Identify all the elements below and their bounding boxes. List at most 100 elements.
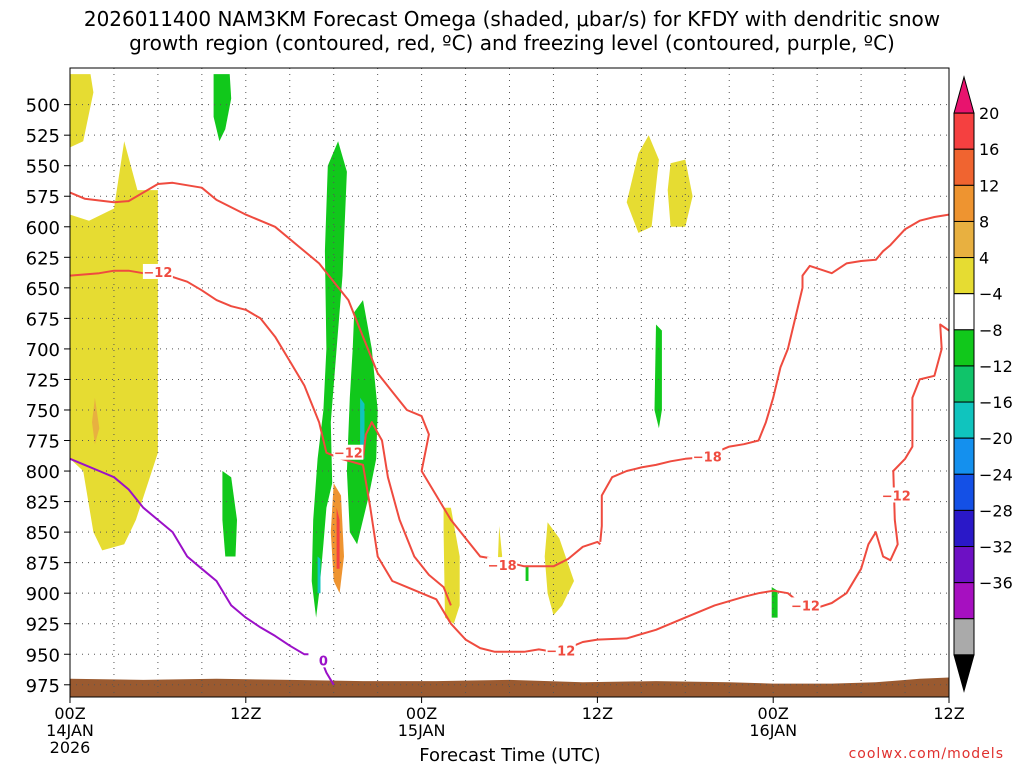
omega-region-7 [92,397,100,445]
omega-region-12 [654,324,662,429]
colorbar-label-9: −20 [979,429,1013,448]
contour-label-0: −12 [143,266,172,281]
colorbar-label-8: −16 [979,393,1013,412]
colorbar-bin-4 [953,220,975,259]
omega-region-5 [626,135,659,233]
contour-label-3: −18 [693,450,722,465]
colorbar-label-0: 20 [979,104,999,123]
x-axis-label: Forecast Time (UTC) [419,745,601,766]
colorbar-label-1: 16 [979,140,999,159]
colorbar-label-2: 12 [979,176,999,195]
contour-label-5: −12 [791,599,820,614]
chart-title-line-2: growth region (contoured, red, ºC) and f… [129,31,895,55]
y-tick-label-500: 500 [26,96,60,117]
x-axis-ticks: 00Z 14JAN 2026 12Z 00Z 15JAN 12Z 00Z 16JAN 12Z [46,697,965,757]
colorbar-label-11: −28 [979,501,1013,520]
colorbar-label-12: −32 [979,538,1013,557]
colorbar-bin-16 [953,654,975,693]
y-tick-label-925: 925 [26,615,60,636]
y-tick-label-550: 550 [26,157,60,178]
y-tick-label-700: 700 [26,340,60,361]
colorbar-bin-5 [953,257,975,295]
omega-region-1 [70,141,158,551]
x-tick-label-5: 12Z [933,704,964,723]
contour-layer [70,181,949,686]
y-tick-label-750: 750 [26,401,60,422]
omega-region-13 [525,566,529,581]
omega-region-3 [497,526,503,563]
contour-label-7: 0 [319,654,328,669]
contour-label-4: −12 [546,645,575,660]
colorbar-label-7: −12 [979,357,1013,376]
colorbar-bin-14 [953,582,975,620]
colorbar-bin-7 [953,329,975,367]
contour-label-layer: −12 −12 −18 −18 −12 −12 −12 0 [142,263,912,669]
omega-shading-layer [70,74,778,624]
omega-region-16 [317,556,321,594]
x-tick-label-1: 12Z [230,704,261,723]
dgz-contour-0 [70,181,601,568]
omega-region-18 [336,507,340,569]
x-tick-label-0: 00Z 14JAN 2026 [46,704,94,757]
colorbar: 20 16 12 8 4 −4 −8 −12 −16 −20 −24 −28 −32 −36 [953,75,1013,693]
contour-label-6: −12 [882,489,911,504]
freezing-contour-0 [70,457,335,686]
y-axis-ticks: 500 525 550 575 600 625 650 675 700 725 750 775 800 8… [26,96,70,697]
x-tick-label-2: 00Z 15JAN [398,704,446,740]
y-tick-label-975: 975 [26,676,60,697]
y-tick-label-575: 575 [26,187,60,208]
colorbar-bin-1 [953,112,975,150]
omega-region-9 [311,141,347,618]
plot-frame [69,67,950,698]
gridlines [70,68,949,697]
y-tick-label-875: 875 [26,554,60,575]
colorbar-bin-9 [953,401,975,439]
colorbar-bin-2 [953,148,975,186]
y-tick-label-900: 900 [26,584,60,605]
y-tick-label-675: 675 [26,309,60,330]
contour-label-bg-3 [692,448,723,464]
x-tick-label-3: 12Z [582,704,613,723]
y-tick-label-600: 600 [26,218,60,239]
y-tick-label-800: 800 [26,462,60,483]
colorbar-label-10: −24 [979,465,1013,484]
dgz-contour-3 [599,213,949,542]
contour-label-bg-5 [790,597,821,613]
omega-region-14 [771,587,778,618]
contour-label-bg-2 [487,557,518,573]
colorbar-bin-11 [953,473,975,511]
colorbar-bin-10 [953,437,975,475]
colorbar-bin-0 [953,75,975,114]
colorbar-bin-13 [953,546,975,584]
colorbar-label-4: 4 [979,249,989,268]
y-tick-label-775: 775 [26,432,60,453]
y-tick-label-725: 725 [26,370,60,391]
y-tick-label-525: 525 [26,126,60,147]
y-tick-label-825: 825 [26,493,60,514]
dgz-contour-2 [362,421,452,606]
contour-label-bg-1 [333,444,364,460]
y-tick-label-850: 850 [26,523,60,544]
contour-label-2: −18 [488,559,517,574]
colorbar-label-3: 8 [979,212,989,231]
contour-label-bg-0 [142,263,173,279]
contour-label-1: −12 [334,447,363,462]
colorbar-bin-8 [953,365,975,403]
colorbar-bin-15 [953,618,975,656]
omega-region-4 [544,522,574,616]
colorbar-bin-6 [953,293,975,331]
colorbar-label-6: −8 [979,321,1003,340]
contour-label-bg-4 [545,642,576,658]
credit-link[interactable]: coolwx.com/models [848,746,1004,762]
contour-label-bg-6 [881,487,912,503]
colorbar-bin-3 [953,184,975,222]
colorbar-label-5: −4 [979,285,1003,304]
omega-region-0 [70,74,94,148]
y-tick-label-625: 625 [26,248,60,269]
x-tick-label-4: 00Z 16JAN [749,704,797,740]
contour-label-bg-7 [308,652,339,668]
colorbar-bin-12 [953,509,975,548]
chart-title-line-1: 2026011400 NAM3KM Forecast Omega (shaded… [83,7,941,31]
dgz-contour-1 [70,269,949,653]
